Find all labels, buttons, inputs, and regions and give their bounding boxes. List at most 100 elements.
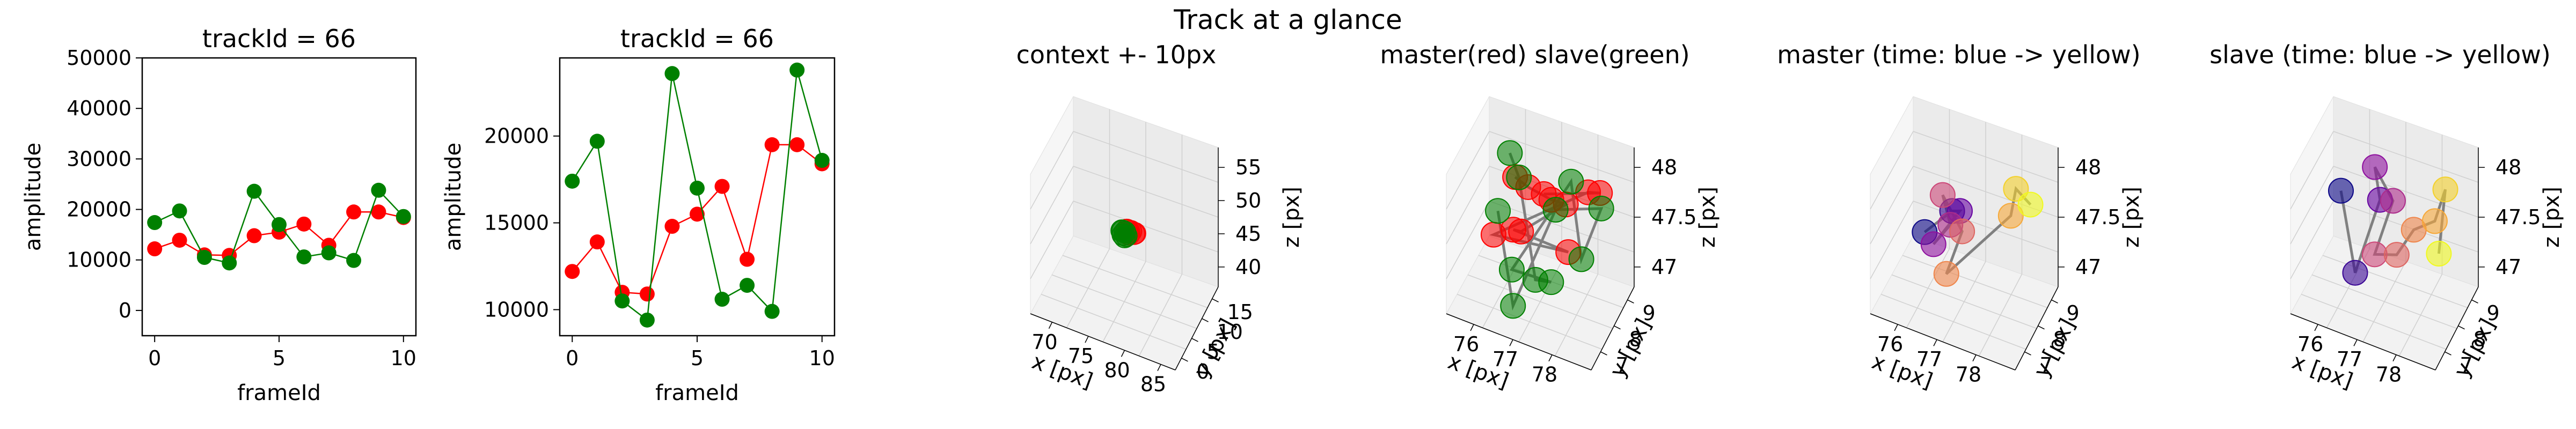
data-point — [814, 153, 830, 168]
x-tick-label: 75 — [1068, 344, 1094, 368]
z-tick-label: 40 — [1235, 255, 1261, 279]
plot-title: context +- 10px — [1016, 40, 1217, 69]
grid-line — [2398, 273, 2443, 357]
x-tick-label: 76 — [1877, 332, 1903, 356]
x-tick-label: 80 — [1104, 358, 1130, 382]
data-point — [2342, 260, 2368, 286]
z-tick-label: 48 — [2075, 156, 2101, 179]
data-point — [1538, 269, 1564, 295]
data-point — [1506, 164, 1532, 190]
y-tick-label: 8 — [2473, 328, 2486, 351]
y-tick-mark — [2471, 299, 2478, 304]
x-tick-mark — [1157, 364, 1161, 371]
y-tick-label: 7 — [1616, 353, 1629, 377]
x-tick-label: 10 — [391, 346, 416, 370]
y-tick-mark — [1191, 338, 1198, 342]
data-point — [1485, 198, 1511, 224]
z-tick-label: 48 — [2496, 156, 2521, 179]
data-point — [1498, 256, 1525, 283]
z-tick-label: 47 — [1651, 255, 1677, 279]
x-tick-label: 76 — [2297, 332, 2323, 356]
x-tick-label: 78 — [1956, 363, 1981, 387]
x-axis-line — [2290, 313, 2436, 371]
y-tick-mark — [2051, 299, 2058, 304]
grid-line — [2311, 274, 2457, 329]
y-tick-label: 10000 — [67, 248, 131, 272]
data-point — [1920, 231, 1946, 257]
data-point — [789, 62, 805, 78]
z-tick-label: 55 — [1235, 156, 1261, 179]
x-tick-label: 76 — [1453, 332, 1479, 356]
data-point — [589, 134, 605, 149]
y-axis-line — [2435, 286, 2479, 371]
grid-line — [1891, 274, 2037, 329]
grid-line — [1467, 274, 1613, 329]
data-point — [2383, 242, 2410, 268]
x-tick-mark — [1509, 339, 1513, 346]
data-point — [196, 250, 212, 265]
x-tick-mark — [1972, 354, 1977, 361]
z-tick-label: 47.5 — [2075, 205, 2121, 229]
y-tick-label: 7 — [2460, 353, 2473, 377]
y-tick-label: 15 — [1227, 300, 1253, 324]
data-point — [2380, 188, 2406, 214]
y-tick-label: 7 — [2040, 353, 2053, 377]
y-axis-line — [1591, 286, 1635, 371]
data-point — [764, 137, 780, 152]
plot-frame — [559, 57, 836, 337]
data-point — [1997, 203, 2024, 229]
y-tick-mark — [2458, 325, 2465, 330]
grid-line — [1062, 255, 1208, 308]
x-tick-mark — [1933, 339, 1937, 346]
data-point — [371, 182, 386, 198]
z-tick-label: 48 — [1651, 156, 1677, 179]
x-tick-label: 70 — [1031, 330, 1057, 354]
grid-line — [1489, 131, 1635, 183]
plot-title: slave (time: blue -> yellow) — [2209, 40, 2551, 69]
y-tick-mark — [1212, 298, 1219, 302]
data-point — [2017, 191, 2044, 218]
z-tick-label: 47 — [2496, 255, 2521, 279]
x-tick-mark — [1548, 354, 1553, 361]
grid-line — [1870, 131, 1914, 210]
data-point — [714, 179, 730, 194]
z-axis-label: z [px] — [2540, 187, 2564, 248]
data-point — [664, 219, 680, 234]
y-tick-label: 20000 — [484, 124, 549, 148]
grid-line — [1913, 131, 2059, 183]
z-tick-label: 45 — [1235, 222, 1261, 246]
z-axis-label: z [px] — [2119, 187, 2144, 248]
data-point — [246, 228, 262, 243]
grid-line — [1030, 166, 1074, 245]
grid-line — [1870, 166, 1914, 245]
x-tick-mark — [1121, 350, 1125, 357]
figure-suptitle: Track at a glance — [1174, 4, 1402, 35]
x-tick-mark — [2392, 354, 2397, 361]
x-tick-label: 5 — [691, 346, 704, 370]
data-point — [396, 209, 411, 224]
grid-line — [1030, 131, 1074, 210]
plot-title: master (time: blue -> yellow) — [1777, 40, 2140, 69]
y-tick-mark — [1627, 299, 1634, 304]
data-point — [1113, 225, 1136, 248]
y-tick-label: 10 — [1217, 320, 1243, 344]
data-point — [690, 206, 705, 222]
z-axis-label: z [px] — [1279, 187, 1304, 248]
x-tick-label: 85 — [1140, 373, 1166, 396]
data-point — [1500, 293, 1526, 319]
data-point — [1558, 168, 1584, 195]
y-tick-label: 5 — [1206, 340, 1219, 364]
y-tick-label: 9 — [2487, 301, 2500, 325]
data-point — [639, 286, 655, 302]
data-point — [565, 264, 580, 279]
data-point — [1588, 195, 1614, 221]
x-tick-mark — [1894, 324, 1898, 331]
y-tick-label: 40000 — [67, 97, 131, 120]
x-tick-mark — [2314, 324, 2318, 331]
y-tick-label: 15000 — [484, 211, 549, 235]
grid-line — [1554, 273, 1599, 357]
x-tick-label: 78 — [1532, 363, 1557, 387]
data-point — [2426, 241, 2452, 267]
y-tick-label: 0 — [119, 299, 131, 322]
